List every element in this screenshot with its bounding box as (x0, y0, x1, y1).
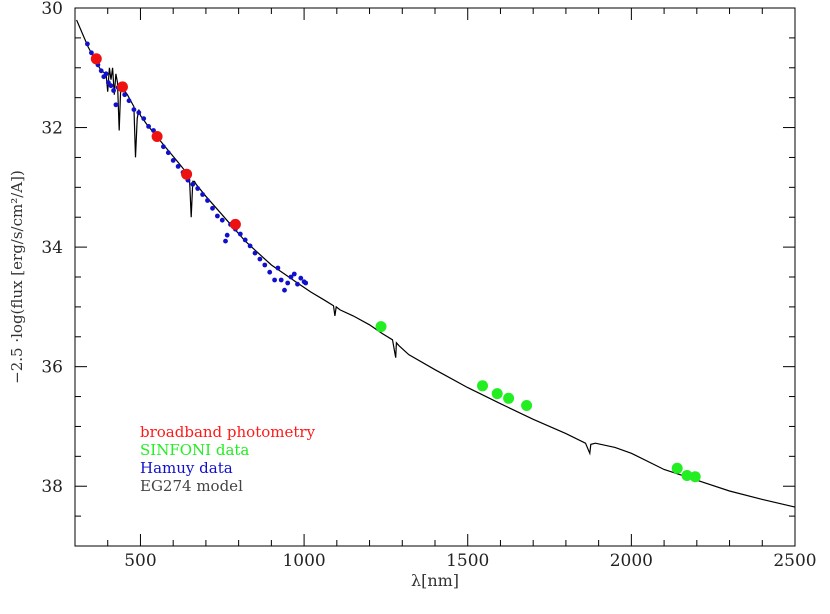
x-tick-label: 1500 (446, 551, 489, 571)
point-sinfoni-data (503, 392, 515, 404)
point-hamuy-data (219, 217, 225, 223)
point-hamuy-data (111, 88, 116, 93)
point-hamuy-data (247, 243, 253, 249)
point-hamuy-data (291, 271, 297, 277)
y-tick-label: 36 (41, 358, 63, 378)
point-sinfoni-data (681, 470, 693, 481)
point-broadband-photometry (117, 81, 128, 93)
point-hamuy-data (278, 277, 284, 283)
point-hamuy-data (272, 277, 277, 283)
point-hamuy-data (195, 186, 201, 191)
point-hamuy-data (113, 102, 119, 108)
point-broadband-photometry (229, 218, 241, 230)
point-sinfoni-data (689, 471, 701, 483)
point-sinfoni-data (375, 321, 387, 333)
y-axis-label: −2.5 ·log(flux [erg/s/cm²/A]) (8, 170, 26, 384)
x-tick-label: 500 (124, 551, 156, 571)
point-hamuy-data (161, 144, 166, 150)
y-tick-label: 34 (41, 238, 63, 258)
x-tick-label: 1000 (282, 551, 325, 571)
point-hamuy-data (285, 280, 291, 286)
point-hamuy-data (141, 116, 147, 121)
point-hamuy-data (288, 274, 294, 280)
point-hamuy-data (175, 164, 181, 169)
point-broadband-photometry (90, 53, 102, 65)
point-hamuy-data (170, 158, 176, 163)
point-hamuy-data (103, 71, 109, 77)
point-hamuy-data (131, 107, 137, 112)
point-hamuy-data (224, 232, 230, 238)
plot-marks (76, 19, 796, 508)
point-hamuy-data (108, 83, 114, 89)
point-hamuy-data (200, 192, 206, 197)
point-hamuy-data (85, 41, 90, 47)
point-hamuy-data (237, 231, 243, 237)
y-tick-label: 32 (41, 119, 63, 139)
legend-hamuy-data: Hamuy data (140, 459, 233, 477)
point-hamuy-data (190, 181, 196, 187)
point-hamuy-data (98, 68, 104, 74)
x-axis-label: λ[nm] (411, 571, 459, 590)
axis-ticks: 500 1000 1500 2000 2500 30 32 34 36 38 (41, 0, 816, 571)
legend-eg274-model: EG274 model (140, 477, 243, 495)
point-hamuy-data (298, 275, 304, 281)
y-tick-label: 30 (41, 0, 63, 19)
legend-sinfoni-data: SINFONI data (140, 441, 249, 459)
point-hamuy-data (303, 280, 309, 286)
point-hamuy-data (223, 238, 228, 244)
point-hamuy-data (242, 237, 248, 243)
point-hamuy-data (252, 250, 258, 256)
point-hamuy-data (257, 256, 263, 262)
point-broadband-photometry (181, 168, 193, 180)
point-hamuy-data (89, 50, 94, 56)
point-broadband-photometry (151, 131, 163, 142)
point-hamuy-data (165, 150, 171, 156)
point-hamuy-data (126, 98, 132, 104)
y-tick-label: 38 (41, 477, 63, 497)
point-sinfoni-data (521, 400, 533, 411)
point-hamuy-data (210, 205, 215, 211)
point-sinfoni-data (477, 380, 488, 392)
point-hamuy-data (146, 124, 152, 129)
x-tick-label: 2000 (610, 551, 653, 571)
point-hamuy-data (215, 213, 220, 219)
point-hamuy-data (267, 269, 273, 275)
point-hamuy-data (282, 287, 287, 293)
point-sinfoni-data (671, 462, 683, 474)
point-hamuy-data (295, 281, 300, 287)
legend-broadband-photometry: broadband photometry (140, 423, 316, 441)
point-hamuy-data (136, 110, 142, 115)
point-hamuy-data (275, 265, 281, 271)
legend: broadband photometry SINFONI data Hamuy … (140, 423, 316, 495)
point-sinfoni-data (491, 388, 503, 400)
point-hamuy-data (205, 198, 210, 203)
x-tick-label: 2500 (773, 551, 816, 571)
point-hamuy-data (122, 92, 128, 98)
point-hamuy-data (262, 262, 268, 268)
